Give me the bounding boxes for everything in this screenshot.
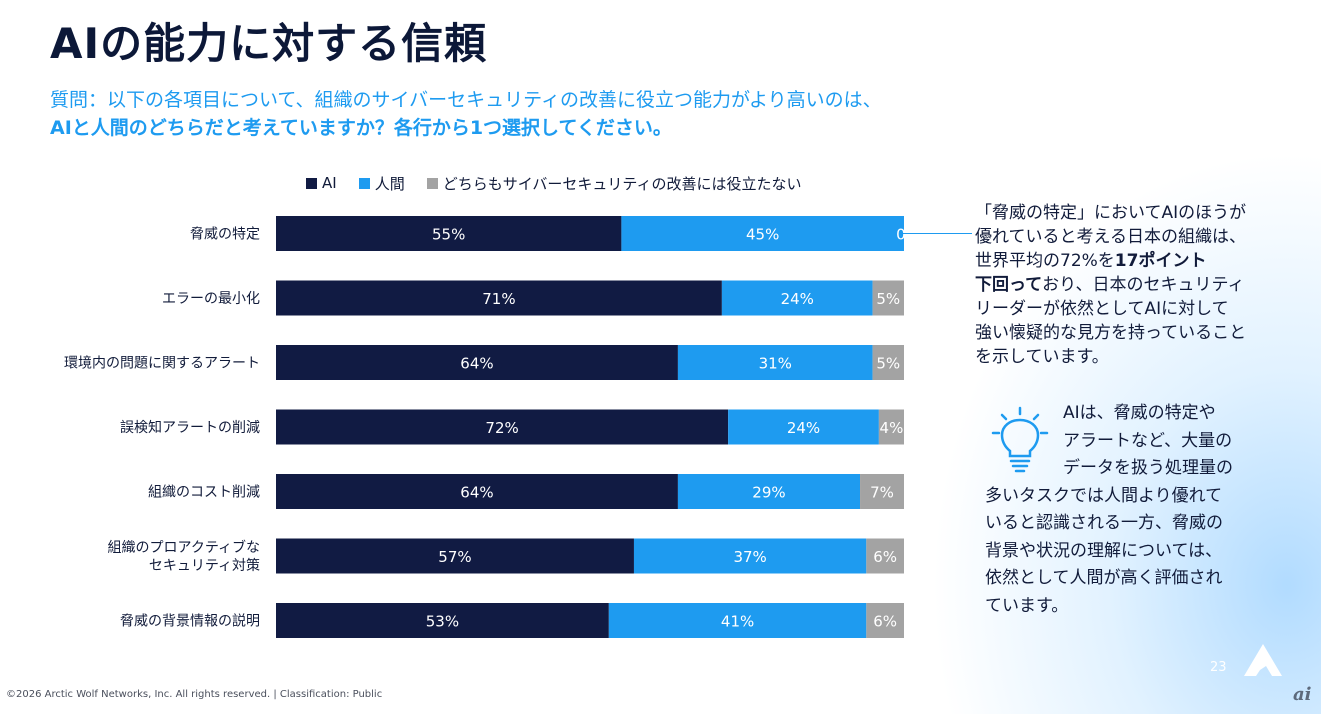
note-line-1: 「脅威の特定」においてAIのほうが	[975, 203, 1247, 223]
legend-swatch-human	[358, 177, 370, 189]
note-line-5: リーダーが依然としてAIに対して	[975, 299, 1229, 319]
data-label-human: 24%	[781, 290, 814, 308]
question-line-2: AIと人間のどちらだと考えていますか？各行から1つ選択してください。	[50, 117, 672, 139]
bar-segment-ai	[276, 280, 722, 316]
bar-segment-ai	[276, 538, 634, 574]
survey-question: 質問：以下の各項目について、組織のサイバーセキュリティの改善に役立つ能力がより高…	[50, 86, 1050, 142]
note-line-2: 優れていると考える日本の組織は、	[975, 227, 1246, 247]
chart-legend: AI 人間 どちらもサイバーセキュリティの改善には役立たない	[306, 173, 824, 193]
data-label-ai: 64%	[460, 484, 493, 502]
question-line-1: 質問：以下の各項目について、組織のサイバーセキュリティの改善に役立つ能力がより高…	[50, 89, 882, 111]
arctic-wolf-logo	[1244, 644, 1282, 676]
data-label-neither: 7%	[870, 484, 894, 502]
legend-label-neither: どちらもサイバーセキュリティの改善には役立たない	[442, 174, 802, 193]
ai-perception-tip: AIは、脅威の特定や アラートなど、大量の データを扱う処理量の 多いタスクでは…	[985, 400, 1285, 620]
bar-segment-neither	[872, 345, 904, 380]
tip-line-3: データを扱う処理量の	[1063, 458, 1233, 478]
data-label-ai: 55%	[432, 226, 465, 244]
legend-item-neither: どちらもサイバーセキュリティの改善には役立たない	[426, 173, 802, 194]
tip-line-4: 多いタスクでは人間より優れて	[985, 485, 1223, 506]
data-label-neither: 5%	[876, 290, 900, 308]
legend-item-ai: AI	[306, 174, 337, 192]
data-label-ai: 71%	[482, 290, 515, 308]
legend-swatch-ai	[306, 177, 317, 189]
bar-segment-neither	[866, 603, 904, 638]
bar-segment-neither	[878, 409, 904, 445]
ai-watermark: ai	[1293, 684, 1312, 705]
page-number: 23	[1210, 660, 1227, 675]
lightbulb-icon	[991, 406, 1049, 473]
tip-line-8: ています。	[985, 595, 1069, 616]
bar-segment-neither	[872, 280, 904, 316]
bar-segment-ai	[276, 409, 729, 445]
bar-segment-ai	[276, 216, 622, 251]
data-label-human: 37%	[733, 548, 766, 566]
bar-segment-ai	[276, 345, 678, 380]
data-label-ai: 53%	[426, 613, 459, 631]
note-highlight-points: 17ポイント	[1114, 251, 1207, 271]
bar-segment-human	[608, 603, 867, 638]
data-label-human: 24%	[787, 419, 820, 437]
category-label: 組織のコスト削減	[148, 484, 260, 501]
note-line-3-text: 世界平均の72%を	[975, 251, 1115, 271]
legend-label-ai: AI	[322, 174, 337, 192]
data-label-neither: 6%	[873, 548, 897, 566]
note-line-4: 下回っており、日本のセキュリティ	[975, 273, 1305, 297]
page-title: AIの能力に対する信頼	[50, 19, 488, 68]
category-label: エラーの最小化	[162, 291, 260, 307]
note-line-3: 世界平均の72%を17ポイント	[975, 249, 1305, 273]
data-label-neither: 4%	[880, 419, 904, 437]
data-label-human: 29%	[752, 484, 785, 502]
category-label: 環境内の問題に関するアラート	[64, 356, 260, 372]
stacked-bar-chart: 脅威の特定 55% 45% 0% エラーの最小化 71% 24% 5% 環境内の問題に関するアラ…	[64, 216, 920, 638]
bar-segment-ai	[276, 603, 609, 638]
japan-insight-note: 「脅威の特定」においてAIのほうが 優れていると考える日本の組織は、 世界平均の…	[975, 201, 1305, 369]
note-line-7: を示しています。	[975, 347, 1109, 367]
note-line-4-text: おり、日本のセキュリティ	[1042, 275, 1245, 295]
bar-segment-ai	[276, 474, 678, 509]
category-label: 脅威の特定	[190, 227, 260, 243]
category-label: 脅威の背景情報の説明	[120, 614, 260, 630]
category-label: 組織のプロアクティブなセキュリティ対策	[108, 539, 260, 574]
bar-segment-human	[721, 280, 873, 316]
data-label-neither: 6%	[873, 613, 897, 631]
data-label-neither: 0%	[896, 226, 920, 244]
bar-segment-human	[621, 216, 904, 251]
note-line-6: 強い懐疑的な見方を持っていること	[975, 323, 1247, 343]
tip-line-7: 依然として人間が高く評価され	[985, 568, 1223, 588]
bar-segment-human	[677, 345, 873, 380]
legend-label-human: 人間	[374, 174, 405, 193]
tip-line-5: いると認識される一方、脅威の	[985, 513, 1223, 533]
bar-segment-human	[677, 474, 861, 509]
data-label-ai: 72%	[485, 419, 518, 437]
bar-segment-neither	[860, 474, 904, 509]
data-label-ai: 57%	[438, 548, 471, 566]
data-label-neither: 5%	[876, 355, 900, 373]
tip-line-6: 背景や状況の理解については、	[985, 540, 1223, 561]
tip-line-2: アラートなど、大量の	[1063, 430, 1233, 451]
bar-segment-human	[728, 409, 879, 445]
note-highlight-below: 下回って	[975, 275, 1043, 295]
data-label-ai: 64%	[460, 355, 493, 373]
bar-segment-neither	[866, 538, 904, 574]
category-label: 誤検知アラートの削減	[120, 419, 260, 436]
bar-segment-human	[633, 538, 867, 574]
legend-swatch-neither	[426, 177, 438, 189]
footer-copyright: ©2026 Arctic Wolf Networks, Inc. All rig…	[6, 689, 383, 700]
legend-item-human: 人間	[358, 173, 405, 194]
data-label-human: 31%	[759, 355, 792, 373]
tip-line-1: AIは、脅威の特定や	[1063, 403, 1216, 423]
callout-connector-line	[902, 233, 972, 234]
data-label-human: 41%	[721, 613, 754, 631]
data-label-human: 45%	[746, 226, 779, 244]
